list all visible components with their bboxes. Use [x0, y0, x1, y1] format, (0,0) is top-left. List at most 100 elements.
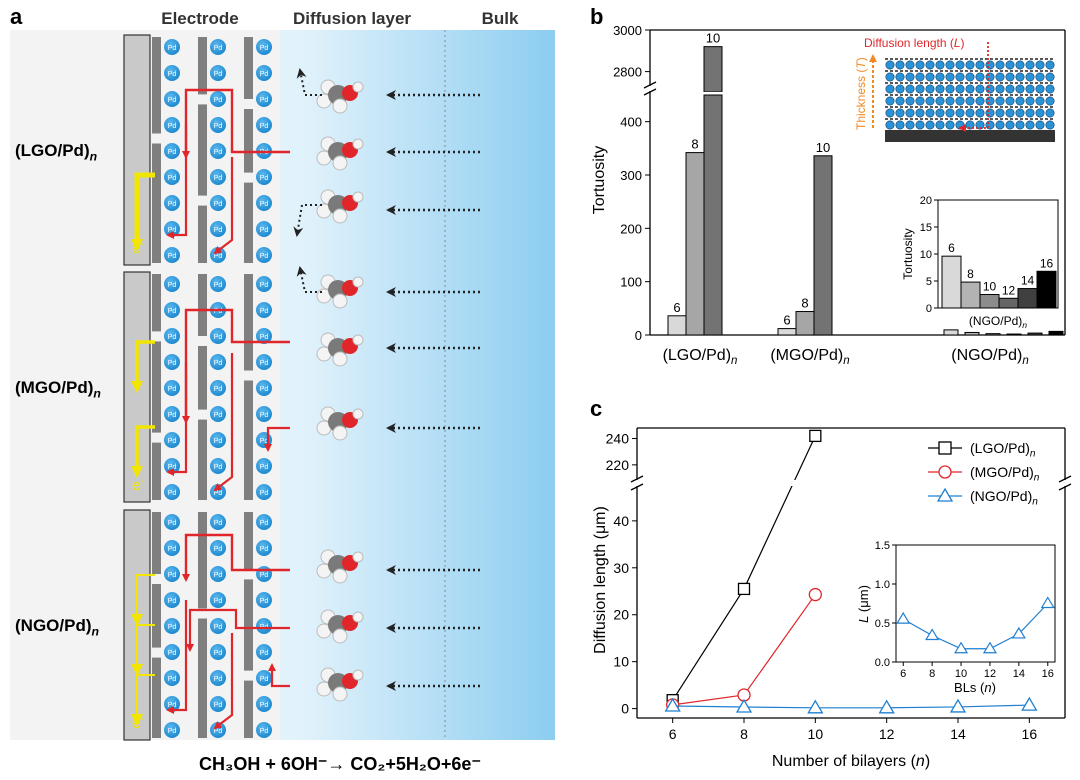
c-y-tick-label: 40: [613, 513, 629, 529]
pd-label: Pd: [214, 624, 223, 631]
stack-row-3: Pd Pd Pd Pd Pd Pd Pd Pd Pd Pd Pd Pd Pd Pd Pd Pd Pd Pd Pd Pd…: [15, 509, 480, 741]
graphene-plate: [244, 182, 253, 263]
c-legend-label: (LGO/Pd)n: [970, 440, 1036, 460]
b-y-tick-label: 200: [620, 221, 642, 236]
pd-particle: [164, 39, 180, 55]
pd-sphere: [1005, 60, 1015, 70]
pd-sphere: [925, 60, 935, 70]
pd-particle: [164, 484, 180, 500]
c-legend-label-main: (MGO/Pd): [970, 464, 1034, 480]
pd-particle: [210, 221, 226, 237]
pd-sphere: [1015, 72, 1025, 82]
c-series-line: [672, 435, 816, 701]
h-atom: [352, 551, 364, 563]
b-inset-y-tick-label: 15: [920, 222, 932, 234]
pd-label: Pd: [260, 520, 269, 527]
dl-var: L: [954, 36, 961, 50]
diffusion-path: [213, 157, 234, 255]
pd-label: Pd: [214, 45, 223, 52]
c-inset-x-tick-label: 10: [955, 668, 967, 680]
c-y-tick-label: 10: [613, 654, 629, 670]
pd-particle: [210, 566, 226, 582]
pd-sphere: [945, 72, 955, 82]
pd-sphere: [995, 96, 1005, 106]
pd-sphere: [1025, 108, 1035, 118]
pd-sphere: [935, 108, 945, 118]
methanol-molecule: [316, 609, 364, 644]
pd-particle: [256, 302, 272, 318]
electron-e: e: [132, 477, 140, 494]
b-y-tick-label: 3000: [613, 23, 642, 38]
electron-arrow: [131, 340, 155, 393]
pd-label: Pd: [214, 728, 223, 735]
row-label-sub: n: [90, 149, 97, 163]
stack-row-1: Pd Pd Pd Pd Pd Pd Pd Pd Pd Pd Pd Pd Pd Pd Pd Pd Pd Pd Pd Pd…: [15, 34, 480, 266]
pd-particle: [256, 91, 272, 107]
c-axis-break: [1058, 475, 1072, 483]
pd-label: Pd: [168, 97, 177, 104]
graphene-plate: [152, 341, 161, 433]
th-text: Thickness (: [854, 69, 868, 130]
pd-label: Pd: [260, 201, 269, 208]
pd-particle: [210, 117, 226, 133]
c-inset-x-tick-label: 12: [984, 668, 996, 680]
pd-particle: [210, 618, 226, 634]
pd-particle: [164, 328, 180, 344]
electron-sup: -: [141, 714, 144, 725]
b-y-axis-label: Tortuosity: [591, 146, 608, 214]
pd-particle: [210, 696, 226, 712]
c-ixl-var: n: [984, 680, 991, 695]
header-bulk: Bulk: [482, 9, 519, 28]
c-marker-triangle: [735, 698, 753, 713]
pd-sphere: [1035, 84, 1045, 94]
graphene-plate: [198, 618, 207, 738]
pd-label: Pd: [214, 702, 223, 709]
pd-sphere: [905, 84, 915, 94]
c-marker-square: [737, 582, 751, 596]
pd-label: Pd: [260, 45, 269, 52]
pd-sphere: [915, 84, 925, 94]
pd-sphere: [915, 96, 925, 106]
b-inset-bar-label: 14: [1021, 274, 1035, 288]
c-marker-triangle: [807, 699, 824, 714]
graphene-plate: [244, 37, 253, 99]
pd-sphere: [935, 60, 945, 70]
electron-sup: -: [141, 476, 144, 487]
pd-label: Pd: [168, 702, 177, 709]
pd-particle: [164, 276, 180, 292]
pd-sphere: [1015, 108, 1025, 118]
b-bar: [667, 315, 687, 336]
electron-arrow: [131, 425, 155, 478]
c-legend-label: (MGO/Pd)n: [970, 464, 1040, 484]
pd-sphere: [1005, 72, 1015, 82]
pd-particle: [164, 406, 180, 422]
pd-label: Pd: [168, 728, 177, 735]
pd-label: Pd: [214, 412, 223, 419]
c-inset-y-tick-label: 0.5: [875, 618, 890, 630]
graphene-plate: [198, 419, 207, 500]
graphene-plate: [152, 143, 161, 263]
pd-particle: [164, 195, 180, 211]
pd-label: Pd: [214, 201, 223, 208]
b-bar: [964, 331, 980, 336]
pd-label: Pd: [168, 572, 177, 579]
escape-arrow: [296, 266, 322, 293]
c-inset-x-label: BLs (n): [954, 680, 996, 695]
pd-particle: [210, 644, 226, 660]
pd-sphere: [1045, 72, 1055, 82]
pd-particle: [256, 380, 272, 396]
pd-particle: [164, 354, 180, 370]
pd-label: Pd: [214, 360, 223, 367]
b-bar: [1006, 333, 1022, 336]
substrate: [885, 130, 1055, 142]
pd-label: Pd: [168, 676, 177, 683]
pd-label: Pd: [260, 308, 269, 315]
b-bar: [703, 94, 723, 336]
diffusion-path: [166, 125, 188, 239]
pd-label: Pd: [168, 546, 177, 553]
c-inset-marker: [1011, 626, 1026, 639]
pd-sphere: [965, 60, 975, 70]
pd-sphere: [925, 72, 935, 82]
pd-sphere: [905, 120, 915, 130]
graphene-plate: [244, 109, 253, 173]
